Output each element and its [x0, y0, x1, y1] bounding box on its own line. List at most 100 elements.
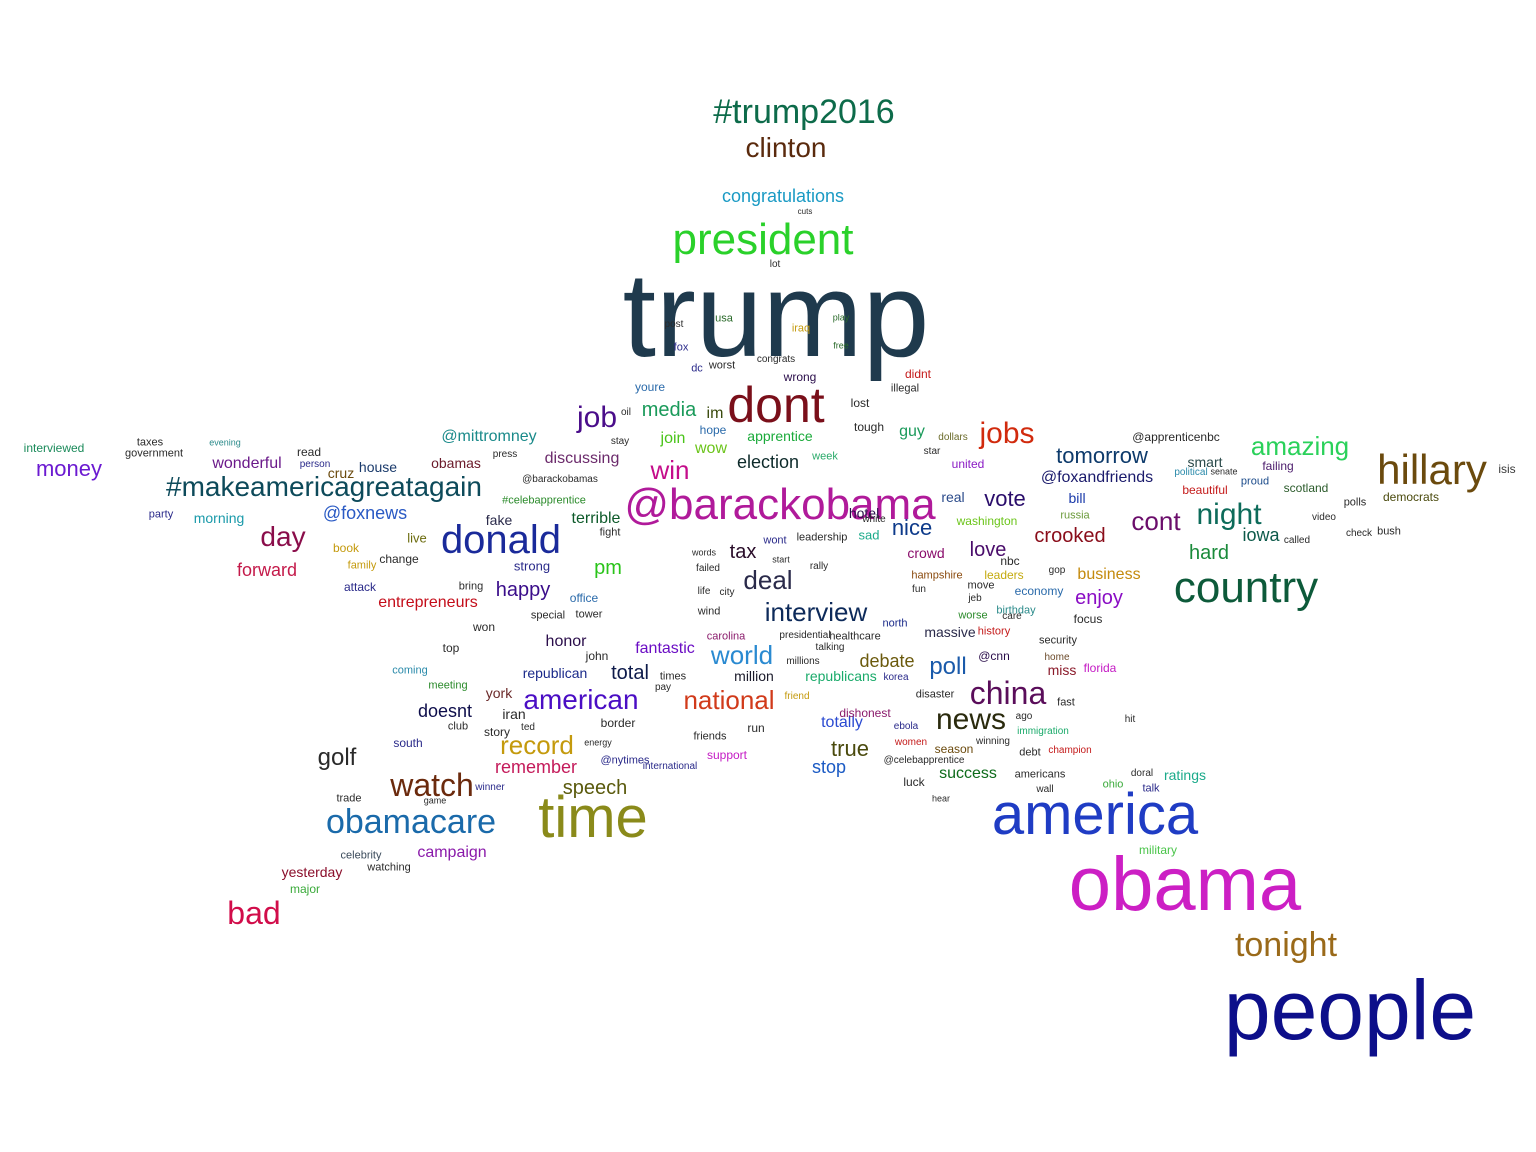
word-179: read [296, 445, 322, 459]
word-201: border [600, 716, 636, 730]
word-226: ebola [893, 721, 919, 732]
word-183: family [347, 559, 377, 572]
word-137: season [934, 742, 974, 756]
word-127: doral [1130, 768, 1154, 779]
word-68: success [939, 765, 997, 782]
word-225: winner [475, 782, 505, 793]
word-124: fast [1057, 696, 1075, 709]
word-219: life [697, 586, 711, 597]
word-82: york [485, 685, 513, 701]
word-177: taxes [136, 436, 164, 449]
word-115: polls [1343, 496, 1367, 509]
word-199: coming [392, 664, 428, 677]
word-44: campaign [417, 844, 487, 861]
word-149: worse [958, 609, 988, 622]
word-173: post [664, 319, 684, 330]
word-25: amazing [1250, 431, 1350, 461]
word-77: ratings [1163, 767, 1207, 783]
word-91: @apprenticenbc [1132, 430, 1220, 444]
word-79: million [734, 668, 774, 684]
word-13: obamacare [325, 803, 497, 841]
word-30: job [576, 401, 618, 434]
word-227: fun [912, 584, 926, 595]
word-97: celebrity [340, 849, 382, 862]
word-64: totally [821, 714, 863, 731]
word-138: women [894, 737, 928, 748]
word-169: hope [699, 423, 727, 437]
word-214: stay [610, 436, 630, 447]
word-178: government [124, 447, 184, 460]
word-231: rally [809, 561, 829, 572]
word-73: terrible [571, 510, 621, 527]
word-232: energy [584, 737, 612, 748]
word-11: #trump2016 [713, 93, 895, 131]
word-67: doesnt [417, 701, 473, 721]
word-80: im [706, 405, 724, 422]
word-128: ohio [1102, 778, 1124, 791]
word-70: business [1077, 566, 1141, 583]
word-121: security [1039, 634, 1077, 647]
word-212: press [492, 449, 518, 460]
word-172: iraq [791, 322, 811, 335]
word-218: city [719, 587, 735, 598]
word-36: tomorrow [1056, 443, 1148, 468]
word-222: start [772, 554, 790, 565]
word-167: fox [673, 341, 689, 354]
word-50: nice [891, 515, 933, 540]
word-8: country [1173, 563, 1319, 612]
word-65: stop [811, 757, 847, 777]
word-114: proud [1240, 475, 1270, 488]
word-235: political [1174, 467, 1208, 478]
word-54: iowa [1242, 525, 1280, 545]
word-17: china [969, 675, 1047, 711]
word-52: enjoy [1075, 587, 1123, 609]
word-208: millions [786, 656, 820, 667]
word-174: usa [715, 312, 733, 325]
word-38: poll [929, 653, 967, 680]
word-63: entrepreneurs [378, 594, 478, 611]
word-144: healthcare [829, 630, 881, 643]
word-78: @foxandfriends [1040, 469, 1154, 486]
word-99: miss [1047, 662, 1077, 678]
word-101: massive [924, 624, 976, 640]
word-39: speech [562, 777, 628, 799]
word-20: american [523, 684, 639, 715]
word-16: tonight [1234, 926, 1338, 964]
word-165: worst [708, 359, 736, 372]
word-182: book [332, 541, 360, 555]
word-132: americans [1014, 768, 1066, 781]
word-57: tax [729, 541, 757, 563]
word-26: deal [743, 565, 793, 595]
word-140: luck [903, 775, 925, 789]
word-164: congrats [756, 354, 796, 365]
word-209: times [659, 670, 687, 683]
word-7: president [672, 215, 854, 264]
word-85: obamas [431, 455, 481, 471]
word-135: history [977, 625, 1011, 638]
word-103: smart [1187, 454, 1223, 470]
word-141: dishonest [839, 706, 891, 720]
word-14: watch [390, 767, 474, 803]
word-170: lot [769, 259, 781, 270]
word-29: day [260, 521, 306, 552]
word-56: election [736, 452, 800, 472]
word-33: cont [1131, 506, 1181, 536]
word-217: wind [697, 605, 721, 618]
word-0: trump [622, 248, 930, 382]
word-45: happy [495, 579, 551, 601]
word-192: won [472, 620, 496, 634]
word-213: @nytimes [600, 754, 650, 767]
word-153: jeb [968, 593, 982, 604]
word-200: club [447, 720, 469, 733]
word-55: debate [859, 651, 915, 671]
word-224: international [642, 761, 698, 772]
word-129: champion [1048, 745, 1092, 756]
word-92: isis [1498, 462, 1516, 476]
word-125: hit [1124, 714, 1136, 725]
word-35: money [35, 456, 103, 481]
word-84: cruz [327, 465, 355, 481]
word-87: iran [502, 706, 526, 722]
word-71: yesterday [281, 864, 343, 880]
word-46: @foxnews [322, 503, 408, 523]
